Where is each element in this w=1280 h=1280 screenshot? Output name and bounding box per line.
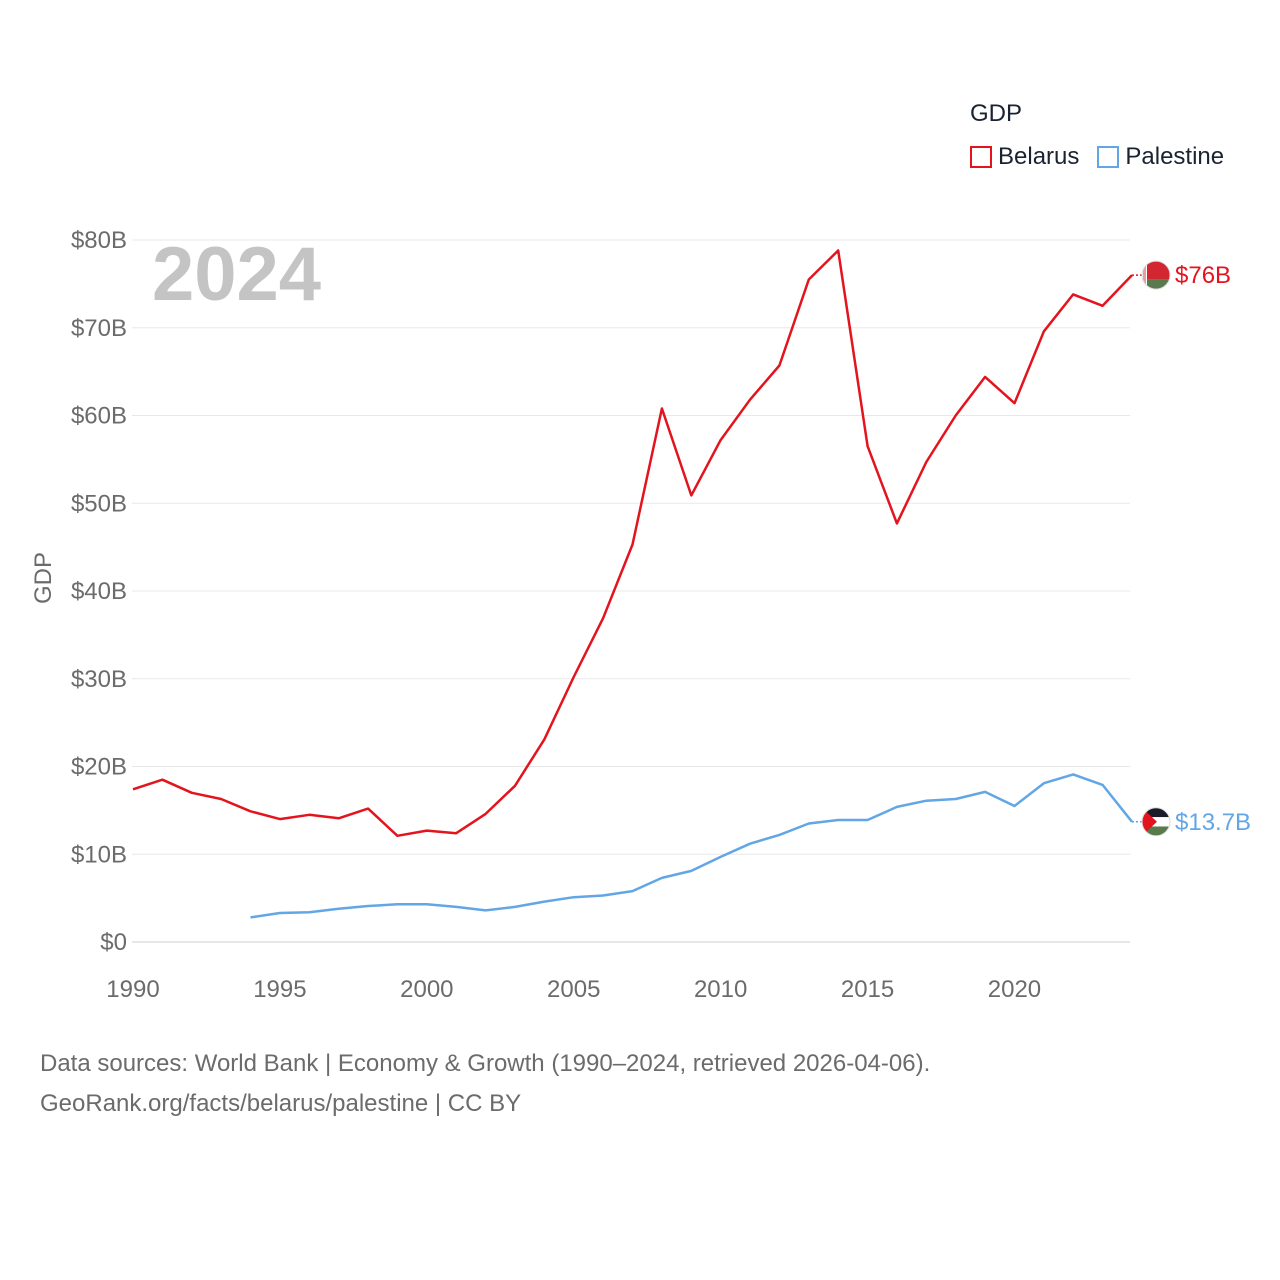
y-tick-label: $20B <box>71 754 127 781</box>
flag-border <box>1141 807 1171 837</box>
x-tick-label: 1990 <box>106 976 159 1003</box>
legend: Belarus Palestine <box>970 143 1242 171</box>
flag-body <box>1142 261 1170 290</box>
end-value-label-belarus: $76B <box>1175 262 1231 289</box>
palestine-flag-icon <box>1141 807 1171 837</box>
license: | CC BY <box>428 1090 522 1117</box>
grid-lines <box>132 239 1130 943</box>
y-axis-label: GDP <box>30 552 57 604</box>
attribution: GeoRank.org/facts/belarus/palestine | CC… <box>40 1084 930 1124</box>
year-label: 2024 <box>152 232 321 317</box>
flag-border <box>1141 260 1171 290</box>
x-tick-label: 2020 <box>988 976 1041 1003</box>
x-tick-label: 2010 <box>694 976 747 1003</box>
x-tick-label: 2000 <box>400 976 453 1003</box>
flag-red-band <box>1142 261 1170 280</box>
x-tick-label: 1995 <box>253 976 306 1003</box>
flag-red-triangle <box>1142 807 1157 836</box>
y-tick-label: $60B <box>71 403 127 430</box>
legend-label-belarus: Belarus <box>998 143 1080 170</box>
legend-title: GDP <box>970 100 1023 127</box>
flag-body <box>1142 807 1170 836</box>
x-tick-label: 2015 <box>841 976 894 1003</box>
legend-item-palestine[interactable]: Palestine <box>1097 143 1224 171</box>
series-line-palestine <box>250 773 1133 919</box>
footer: Data sources: World Bank | Economy & Gro… <box>40 1044 930 1124</box>
x-tick-label: 2005 <box>547 976 600 1003</box>
y-tick-label: $50B <box>71 490 127 517</box>
y-tick-label: $80B <box>71 227 127 254</box>
legend-swatch-belarus <box>970 146 992 168</box>
legend-swatch-palestine <box>1097 146 1120 168</box>
flag-green-band <box>1142 279 1170 290</box>
belarus-flag-icon <box>1141 260 1171 290</box>
source-link[interactable]: GeoRank.org/facts/belarus/palestine <box>40 1090 429 1117</box>
flag-ornament-pattern <box>1143 261 1146 290</box>
series-lines <box>132 249 1133 919</box>
y-tick-label: $70B <box>71 315 127 342</box>
flag-black-band <box>1142 807 1170 818</box>
series-line-belarus <box>132 249 1133 838</box>
end-markers: $76B $13.7B <box>1132 260 1251 837</box>
flag-green-band <box>1142 826 1170 836</box>
y-tick-label: $40B <box>71 578 127 605</box>
end-value-label-palestine: $13.7B <box>1175 809 1251 836</box>
legend-item-belarus[interactable]: Belarus <box>970 143 1079 171</box>
data-sources: Data sources: World Bank | Economy & Gro… <box>40 1050 931 1077</box>
y-tick-label: $10B <box>71 841 127 868</box>
y-tick-label: $0 <box>100 929 127 956</box>
x-axis: 1990 1995 2000 2005 2010 2015 2020 <box>106 976 1041 1003</box>
legend-label-palestine: Palestine <box>1125 143 1225 170</box>
y-axis: $0 $10B $20B $30B $40B $50B $60B $70B $80B <box>71 227 127 956</box>
y-tick-label: $30B <box>71 666 127 693</box>
